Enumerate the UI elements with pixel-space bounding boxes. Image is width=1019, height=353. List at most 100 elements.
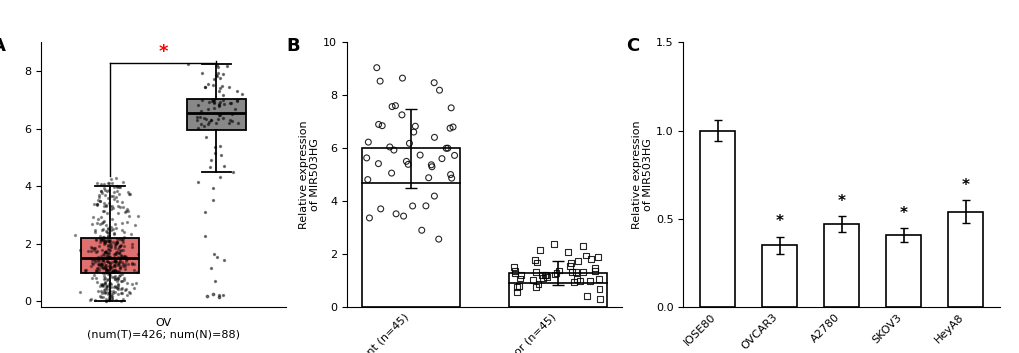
Point [99, 268, 115, 273]
Point [229, 98, 246, 104]
Point [118, 281, 135, 286]
Point [562, 261, 579, 266]
Point [204, 98, 220, 104]
Point [104, 181, 120, 186]
Point [214, 292, 230, 298]
Point [190, 125, 206, 130]
Point [99, 277, 115, 283]
Point [111, 184, 127, 190]
Point [189, 117, 205, 123]
Point [106, 251, 122, 256]
Point [99, 236, 115, 241]
Point [114, 227, 130, 233]
Point [107, 283, 123, 289]
Point [100, 226, 116, 231]
Point [98, 289, 114, 295]
Point [512, 273, 528, 278]
Point [116, 243, 132, 249]
Point [100, 243, 116, 249]
Point [100, 187, 116, 192]
Point [112, 278, 128, 283]
Point [203, 158, 219, 163]
Point [201, 100, 217, 105]
Point [90, 261, 106, 267]
Point [86, 257, 102, 263]
Point [87, 245, 103, 250]
Point [112, 252, 128, 257]
Point [98, 266, 114, 272]
Point [104, 290, 120, 295]
Point [115, 204, 131, 210]
Point [206, 100, 222, 106]
Point [95, 208, 111, 214]
Point [100, 227, 116, 232]
Point [114, 271, 130, 277]
Point [89, 265, 105, 270]
Point [530, 281, 546, 287]
Point [71, 289, 88, 295]
Point [96, 259, 112, 265]
Point [505, 264, 522, 270]
Point [385, 147, 401, 153]
Point [101, 238, 117, 244]
Point [88, 249, 104, 255]
Point [88, 257, 104, 263]
Point [107, 222, 123, 227]
Point [98, 249, 114, 255]
Point [196, 123, 212, 128]
Point [577, 253, 593, 258]
Point [109, 239, 125, 245]
Point [103, 193, 119, 199]
Point [538, 274, 554, 280]
Point [105, 269, 121, 275]
Point [104, 296, 120, 301]
Point [114, 296, 130, 302]
Point [223, 112, 239, 117]
X-axis label: OV
(num(T)=426; num(N)=88): OV (num(T)=426; num(N)=88) [87, 318, 239, 339]
Point [93, 282, 109, 287]
Point [102, 260, 118, 266]
Point [194, 70, 210, 76]
Point [117, 261, 133, 267]
Point [89, 220, 105, 226]
Point [545, 241, 561, 247]
Point [117, 287, 133, 293]
Point [437, 145, 453, 151]
Point [214, 92, 230, 98]
Point [119, 207, 136, 212]
Point [95, 226, 111, 232]
Point [103, 207, 119, 212]
Bar [508, 273, 607, 307]
Point [211, 113, 227, 118]
Point [106, 196, 122, 202]
Point [108, 239, 124, 245]
Point [98, 296, 114, 301]
Point [383, 170, 399, 176]
Point [102, 280, 118, 286]
Point [205, 197, 221, 203]
Point [89, 201, 105, 207]
Point [129, 214, 146, 219]
Point [100, 276, 116, 282]
Point [113, 237, 129, 242]
Point [95, 283, 111, 289]
Point [100, 250, 116, 256]
Point [114, 199, 130, 204]
Y-axis label: Relative expression
of MIR503HG: Relative expression of MIR503HG [299, 120, 320, 229]
Point [407, 124, 423, 129]
Point [102, 224, 118, 230]
Point [96, 203, 112, 208]
Point [114, 220, 130, 226]
Point [95, 238, 111, 244]
Point [96, 287, 112, 293]
Point [107, 258, 123, 264]
Point [94, 220, 110, 225]
Point [120, 262, 137, 267]
Point [107, 273, 123, 279]
Point [109, 203, 125, 209]
Point [91, 254, 107, 259]
Point [581, 278, 597, 283]
Point [200, 121, 216, 127]
Point [203, 117, 219, 123]
Point [107, 249, 123, 255]
